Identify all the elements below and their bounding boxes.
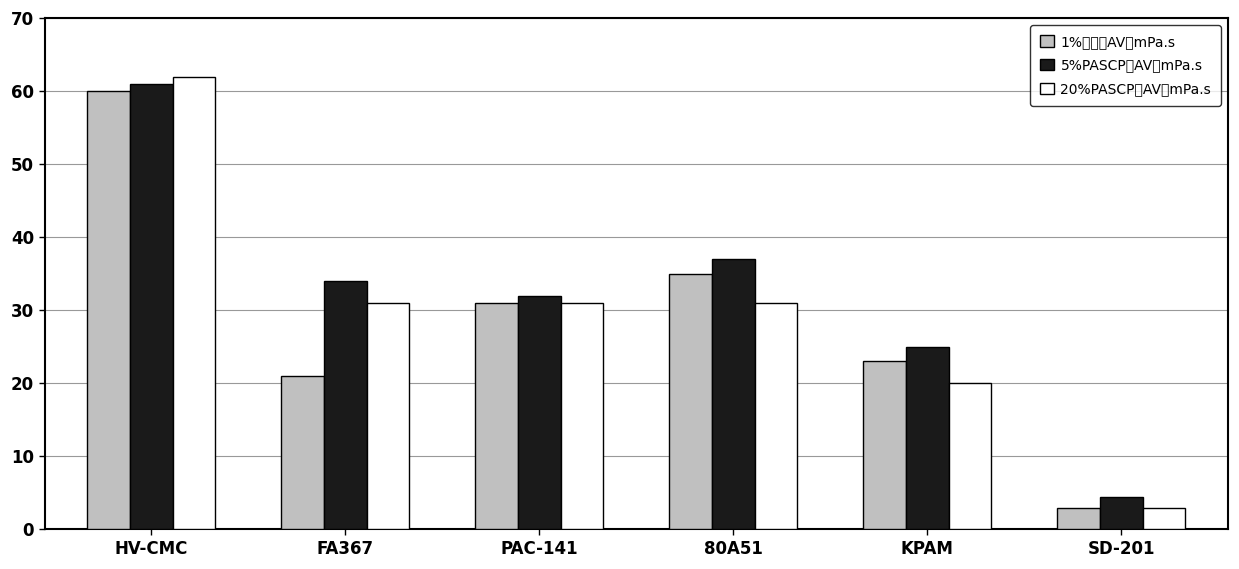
Bar — [518, 296, 560, 530]
Bar — [669, 274, 712, 530]
Bar — [130, 84, 172, 530]
Bar — [476, 303, 518, 530]
Bar — [1057, 508, 1100, 530]
Bar — [87, 91, 130, 530]
Bar — [1100, 497, 1142, 530]
Bar — [949, 384, 991, 530]
Bar — [323, 281, 367, 530]
Bar — [172, 77, 216, 530]
Bar — [864, 361, 906, 530]
Bar — [560, 303, 603, 530]
Legend: 1%的溢液AV，mPa.s, 5%PASCP的AV，mPa.s, 20%PASCP的AV，mPa.s: 1%的溢液AV，mPa.s, 5%PASCP的AV，mPa.s, 20%PASC… — [1030, 25, 1220, 106]
Bar — [1142, 508, 1186, 530]
Bar — [712, 259, 755, 530]
Bar — [906, 347, 949, 530]
Bar — [281, 376, 323, 530]
Bar — [755, 303, 797, 530]
Bar — [367, 303, 409, 530]
